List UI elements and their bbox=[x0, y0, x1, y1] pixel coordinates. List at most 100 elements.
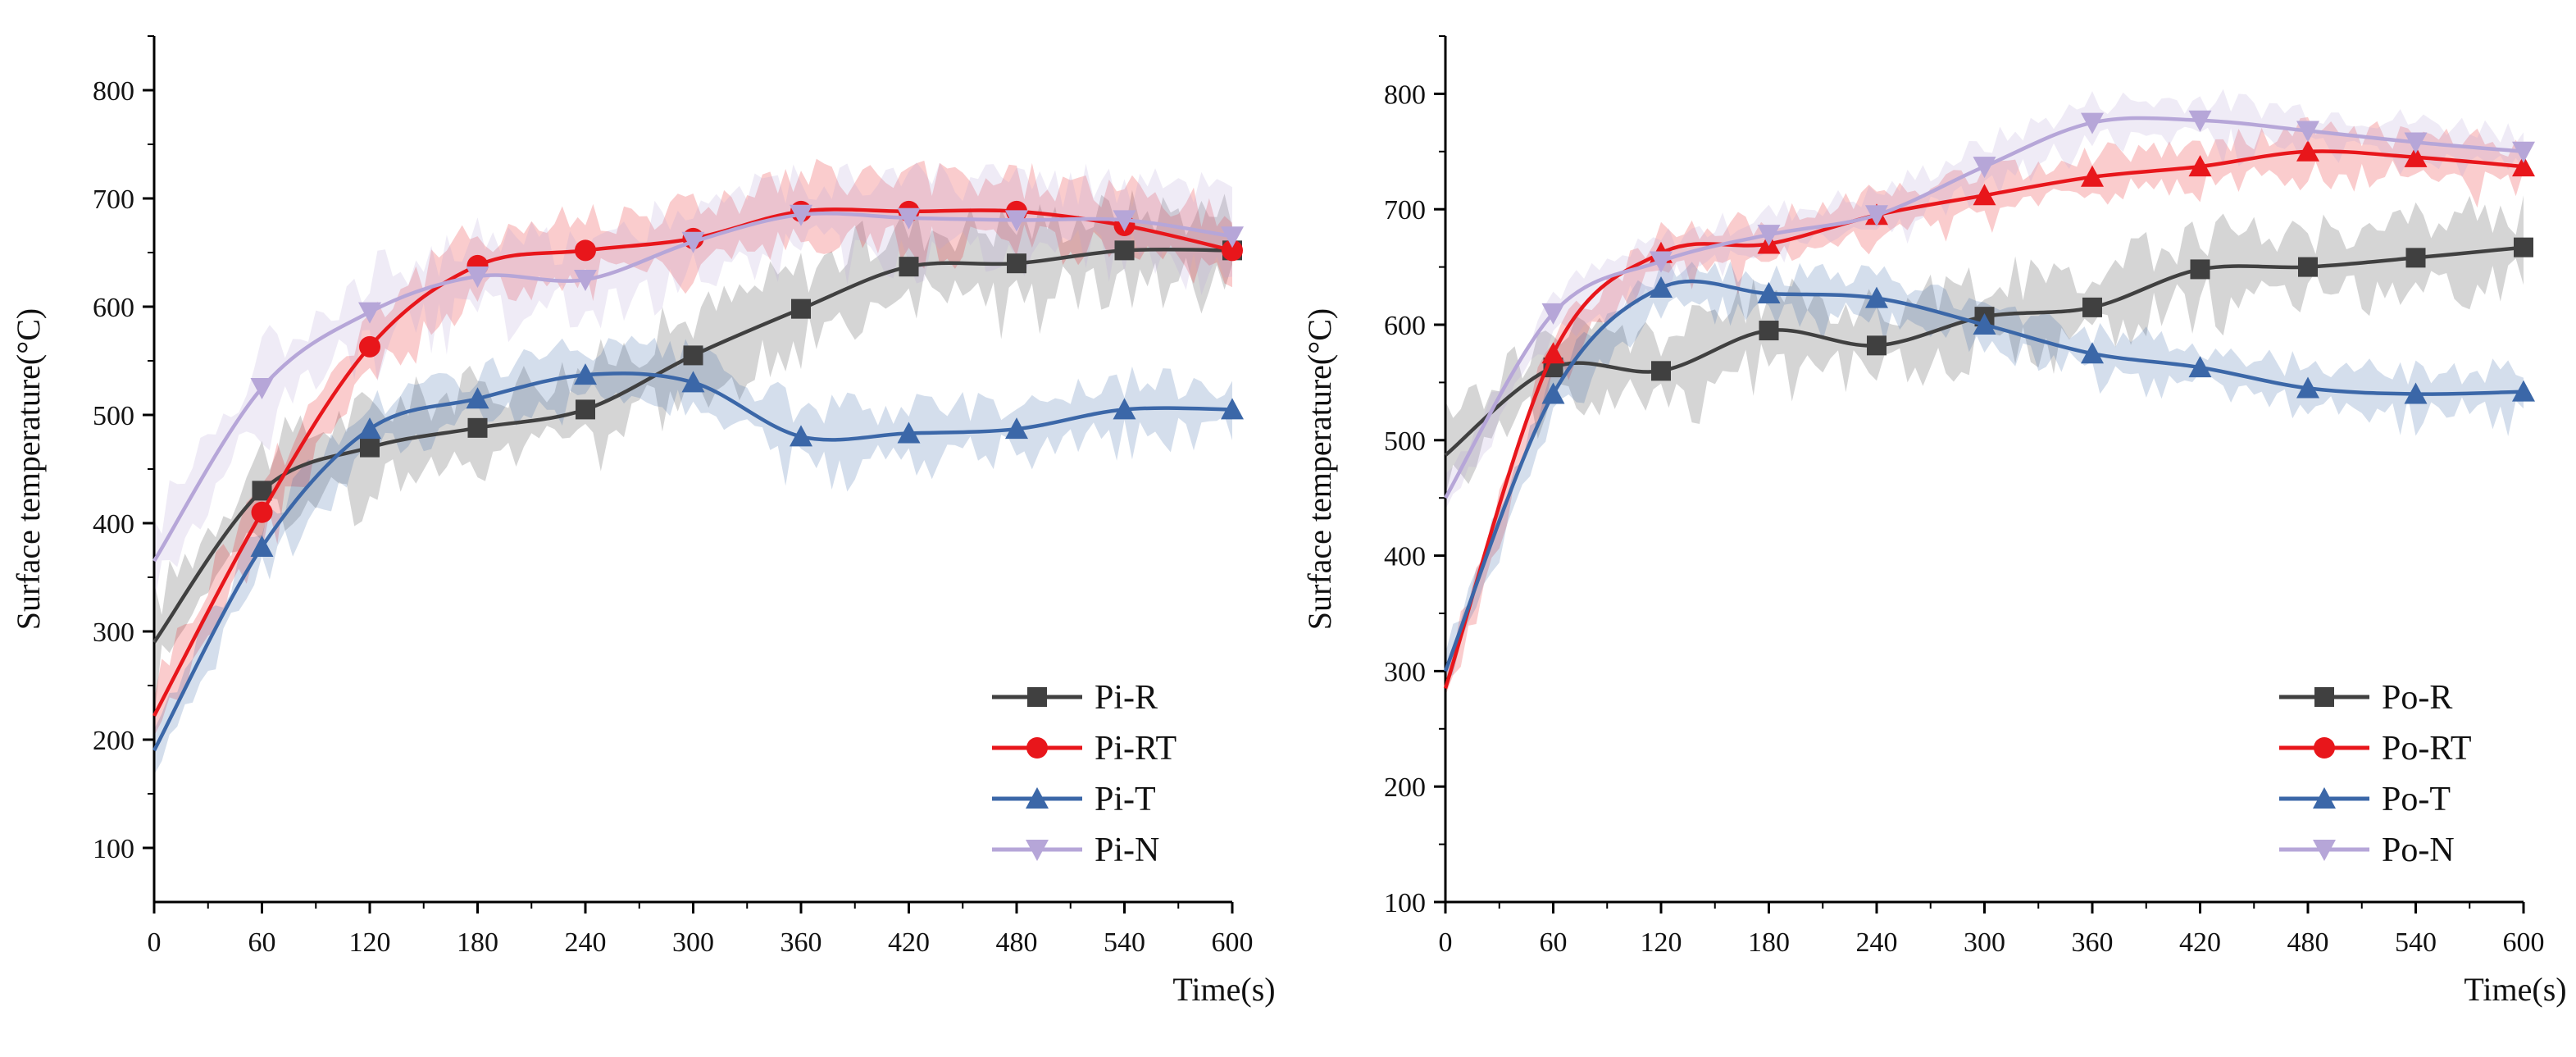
data-point-po-t bbox=[2081, 342, 2104, 364]
x-tick-label: 120 bbox=[1641, 927, 1682, 958]
data-point-po-t bbox=[2404, 382, 2428, 404]
x-tick-label: 540 bbox=[1104, 927, 1145, 958]
data-point-po-t bbox=[1757, 281, 1781, 303]
data-point-pi-t bbox=[1113, 398, 1136, 420]
x-tick-label: 300 bbox=[1964, 927, 2005, 958]
y-tick-label: 200 bbox=[1384, 772, 1426, 803]
data-point-po-n bbox=[2188, 110, 2212, 132]
x-tick-label: 540 bbox=[2395, 927, 2437, 958]
x-axis-title: Time(s) bbox=[2464, 971, 2566, 1008]
x-tick-label: 0 bbox=[1439, 927, 1453, 958]
data-point-pi-n bbox=[1221, 226, 1244, 248]
data-point-pi-r bbox=[252, 481, 272, 501]
data-point-po-t bbox=[1650, 276, 1673, 298]
data-point-po-rt bbox=[2404, 145, 2428, 167]
data-point-po-r bbox=[2298, 257, 2318, 277]
y-tick-label: 800 bbox=[93, 76, 134, 107]
y-tick-label: 800 bbox=[1384, 80, 1426, 110]
data-point-po-t bbox=[1865, 286, 1888, 308]
x-tick-label: 180 bbox=[457, 927, 498, 958]
data-point-pi-r bbox=[899, 257, 919, 277]
data-point-po-rt bbox=[1973, 184, 1996, 206]
legend-marker-po-rt bbox=[2314, 737, 2335, 759]
data-point-po-r bbox=[2514, 237, 2533, 257]
series-line-pi-n bbox=[152, 211, 1233, 563]
data-point-pi-t bbox=[358, 417, 381, 440]
legend-label-pi-t: Pi-T bbox=[1095, 781, 1156, 818]
legend-label-pi-n: Pi-N bbox=[1095, 831, 1159, 869]
y-axis-title: Surface temperature(°C) bbox=[1301, 308, 1338, 630]
data-point-po-r bbox=[1867, 335, 1886, 356]
y-tick-label: 700 bbox=[1384, 195, 1426, 226]
legend-label-pi-rt: Pi-RT bbox=[1095, 730, 1176, 768]
data-point-po-n bbox=[1650, 251, 1673, 273]
legend-label-po-n: Po-N bbox=[2382, 831, 2455, 869]
legend-marker-po-r bbox=[2314, 687, 2334, 707]
data-point-pi-r bbox=[683, 345, 703, 366]
y-tick-label: 100 bbox=[1384, 888, 1426, 918]
x-tick-label: 60 bbox=[1540, 927, 1568, 958]
noise-band-pi-t bbox=[154, 335, 1232, 775]
series-line-pi-t bbox=[152, 371, 1233, 752]
data-point-po-r bbox=[2190, 259, 2210, 280]
noise-band-pi-n bbox=[154, 162, 1232, 605]
data-point-po-r bbox=[1651, 361, 1671, 381]
y-axis-title: Surface temperature(°C) bbox=[10, 308, 47, 630]
data-point-po-t bbox=[1973, 313, 1996, 335]
data-point-pi-r bbox=[467, 417, 488, 438]
data-point-pi-rt bbox=[1222, 239, 1243, 262]
data-point-pi-n bbox=[897, 207, 921, 230]
noise-band-po-t bbox=[1445, 261, 2524, 681]
data-point-pi-n bbox=[1005, 210, 1028, 232]
x-tick-label: 360 bbox=[781, 927, 822, 958]
data-point-pi-n bbox=[1113, 210, 1136, 232]
x-tick-label: 480 bbox=[2287, 927, 2329, 958]
legend-marker-pi-r bbox=[1027, 687, 1047, 707]
data-point-pi-n bbox=[681, 231, 705, 253]
data-point-po-n bbox=[2296, 121, 2319, 143]
data-point-po-rt bbox=[1541, 342, 1565, 364]
x-tick-label: 480 bbox=[996, 927, 1038, 958]
data-point-pi-t bbox=[681, 371, 705, 393]
data-point-po-n bbox=[2081, 112, 2104, 134]
x-tick-label: 0 bbox=[148, 927, 162, 958]
data-point-po-n bbox=[1973, 157, 1996, 179]
x-tick-label: 240 bbox=[1856, 927, 1898, 958]
y-tick-label: 400 bbox=[1384, 542, 1426, 572]
data-point-po-rt bbox=[2296, 139, 2319, 162]
y-tick-label: 500 bbox=[1384, 426, 1426, 457]
x-tick-label: 360 bbox=[2072, 927, 2114, 958]
data-point-po-n bbox=[2512, 141, 2535, 163]
legend-label-pi-r: Pi-R bbox=[1095, 679, 1158, 717]
data-point-pi-t bbox=[1005, 417, 1028, 440]
x-tick-label: 240 bbox=[565, 927, 607, 958]
noise-band-po-r bbox=[1445, 195, 2524, 496]
x-tick-label: 600 bbox=[1212, 927, 1254, 958]
data-point-pi-n bbox=[466, 267, 489, 289]
data-point-po-n bbox=[1865, 205, 1888, 227]
data-point-po-r bbox=[1759, 321, 1779, 341]
data-point-po-t bbox=[2512, 380, 2535, 402]
y-tick-label: 300 bbox=[1384, 657, 1426, 687]
data-point-pi-t bbox=[250, 535, 274, 558]
y-tick-label: 600 bbox=[93, 293, 134, 323]
y-tick-label: 600 bbox=[1384, 311, 1426, 341]
data-point-po-r bbox=[2405, 248, 2426, 268]
x-tick-label: 120 bbox=[349, 927, 391, 958]
data-point-po-t bbox=[2188, 356, 2212, 378]
y-tick-label: 500 bbox=[93, 401, 134, 431]
data-point-pi-n bbox=[790, 204, 812, 226]
data-point-po-rt bbox=[2188, 155, 2212, 177]
y-tick-label: 200 bbox=[93, 726, 134, 756]
legend: Po-R Po-RT Po-T Po-N bbox=[2279, 679, 2472, 869]
legend-marker-pi-t bbox=[1026, 787, 1049, 809]
data-point-pi-t bbox=[466, 387, 489, 409]
data-point-po-t bbox=[1541, 382, 1565, 404]
x-tick-label: 300 bbox=[672, 927, 714, 958]
series-line-po-n bbox=[1444, 116, 2524, 499]
legend: Pi-R Pi-RT Pi-T Pi-N bbox=[992, 679, 1176, 869]
data-point-pi-rt bbox=[359, 335, 380, 358]
data-point-po-rt bbox=[2512, 155, 2535, 177]
x-tick-label: 60 bbox=[248, 927, 276, 958]
